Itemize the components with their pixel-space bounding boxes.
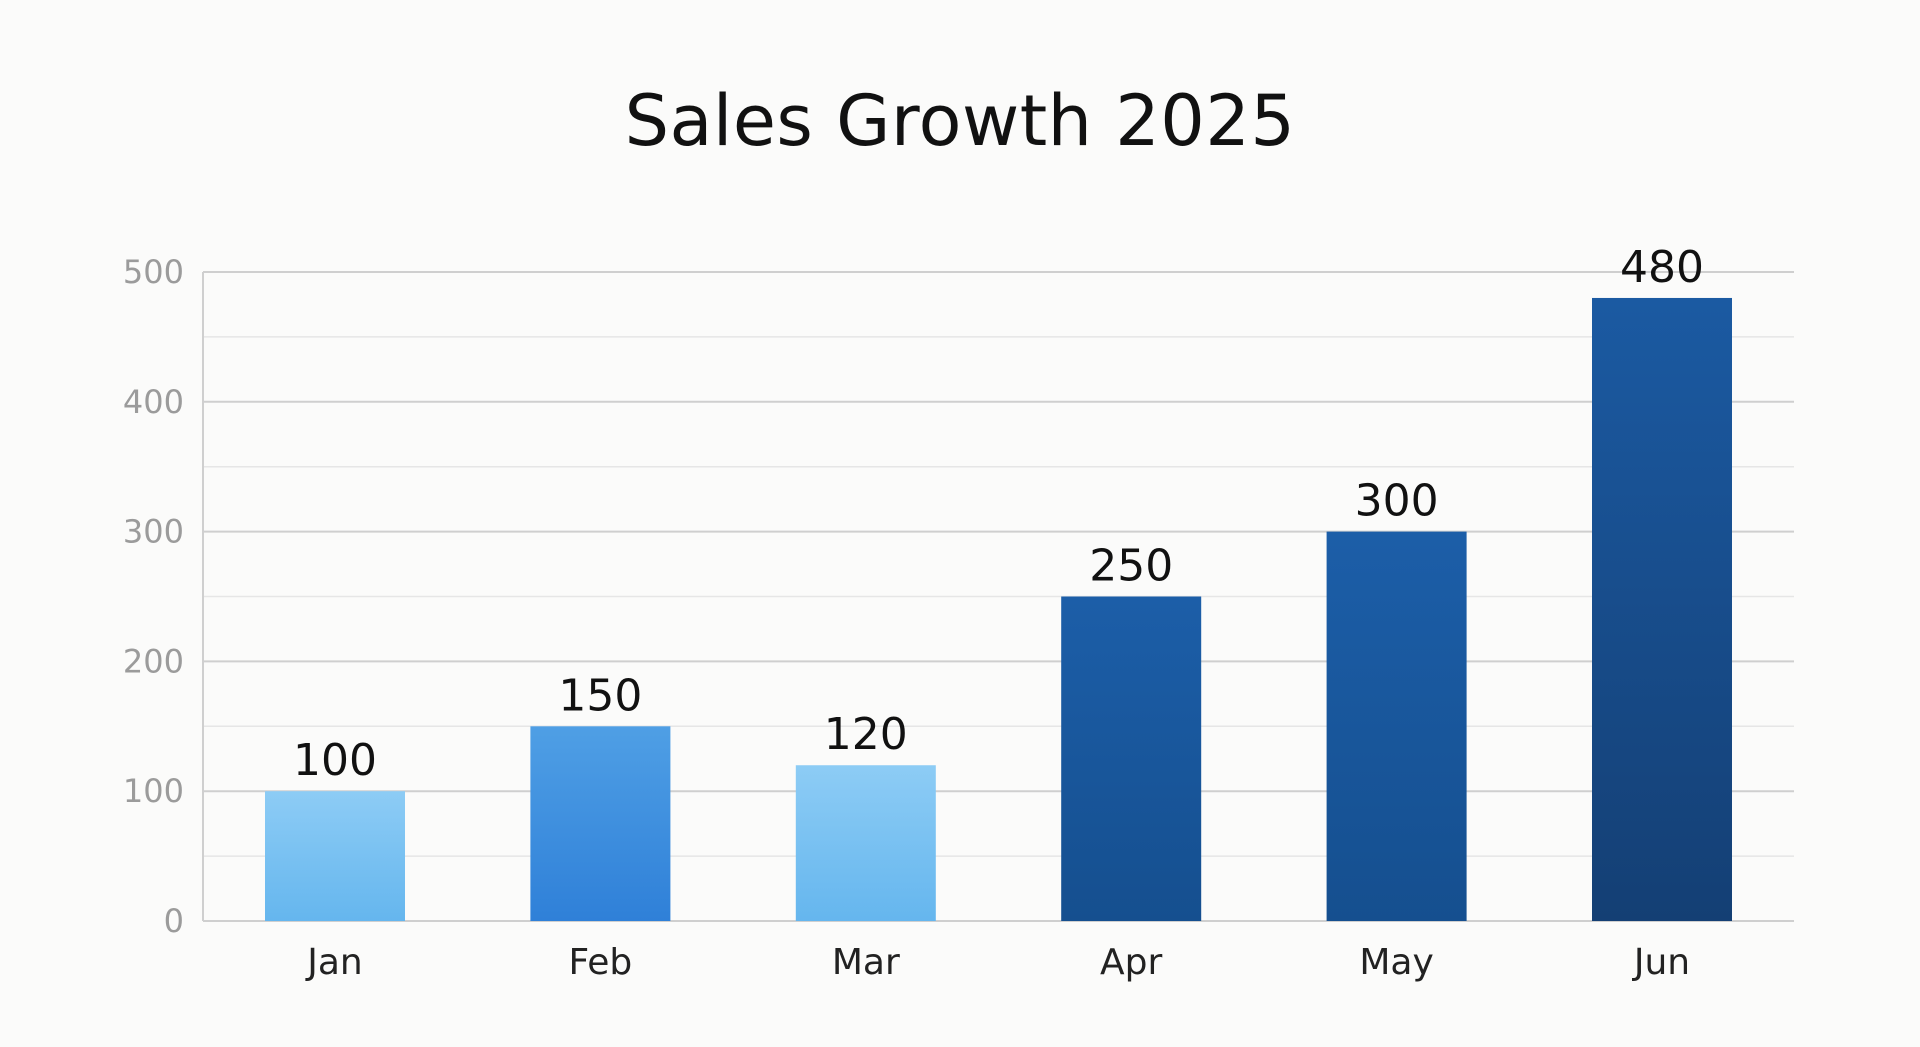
x-tick-label: May — [1359, 942, 1433, 983]
bar-jun — [1592, 297, 1732, 922]
x-tick-label: Jun — [1632, 942, 1690, 983]
chart-title: Sales Growth 2025 — [624, 80, 1296, 162]
data-label-feb: 150 — [558, 670, 642, 721]
x-axis: Jan Feb Mar Apr May Jun — [305, 942, 1690, 983]
data-label-jan: 100 — [293, 735, 377, 786]
data-label-may: 300 — [1355, 476, 1439, 527]
y-tick-label: 400 — [123, 383, 184, 421]
x-tick-label: Mar — [832, 942, 900, 983]
data-label-apr: 250 — [1089, 541, 1173, 592]
x-tick-label: Feb — [569, 942, 633, 983]
data-label-mar: 120 — [824, 709, 908, 760]
bar-mar — [795, 765, 936, 921]
x-tick-label: Apr — [1100, 942, 1162, 983]
gridlines — [202, 271, 1794, 922]
bar-jan — [265, 791, 405, 921]
x-tick-label: Jan — [305, 942, 363, 983]
y-tick-label: 0 — [164, 902, 184, 940]
y-tick-label: 300 — [123, 513, 184, 551]
y-axis: 0 100 200 300 400 500 — [123, 253, 184, 940]
bar-apr — [1061, 596, 1202, 921]
y-tick-label: 100 — [123, 772, 184, 810]
bar-feb — [530, 726, 671, 921]
y-tick-label: 200 — [123, 642, 184, 680]
y-tick-label: 500 — [123, 253, 184, 291]
bar-may — [1326, 531, 1467, 921]
bars — [265, 297, 1732, 922]
data-labels: 100 150 120 250 300 480 — [293, 242, 1704, 786]
data-label-jun: 480 — [1620, 242, 1704, 293]
